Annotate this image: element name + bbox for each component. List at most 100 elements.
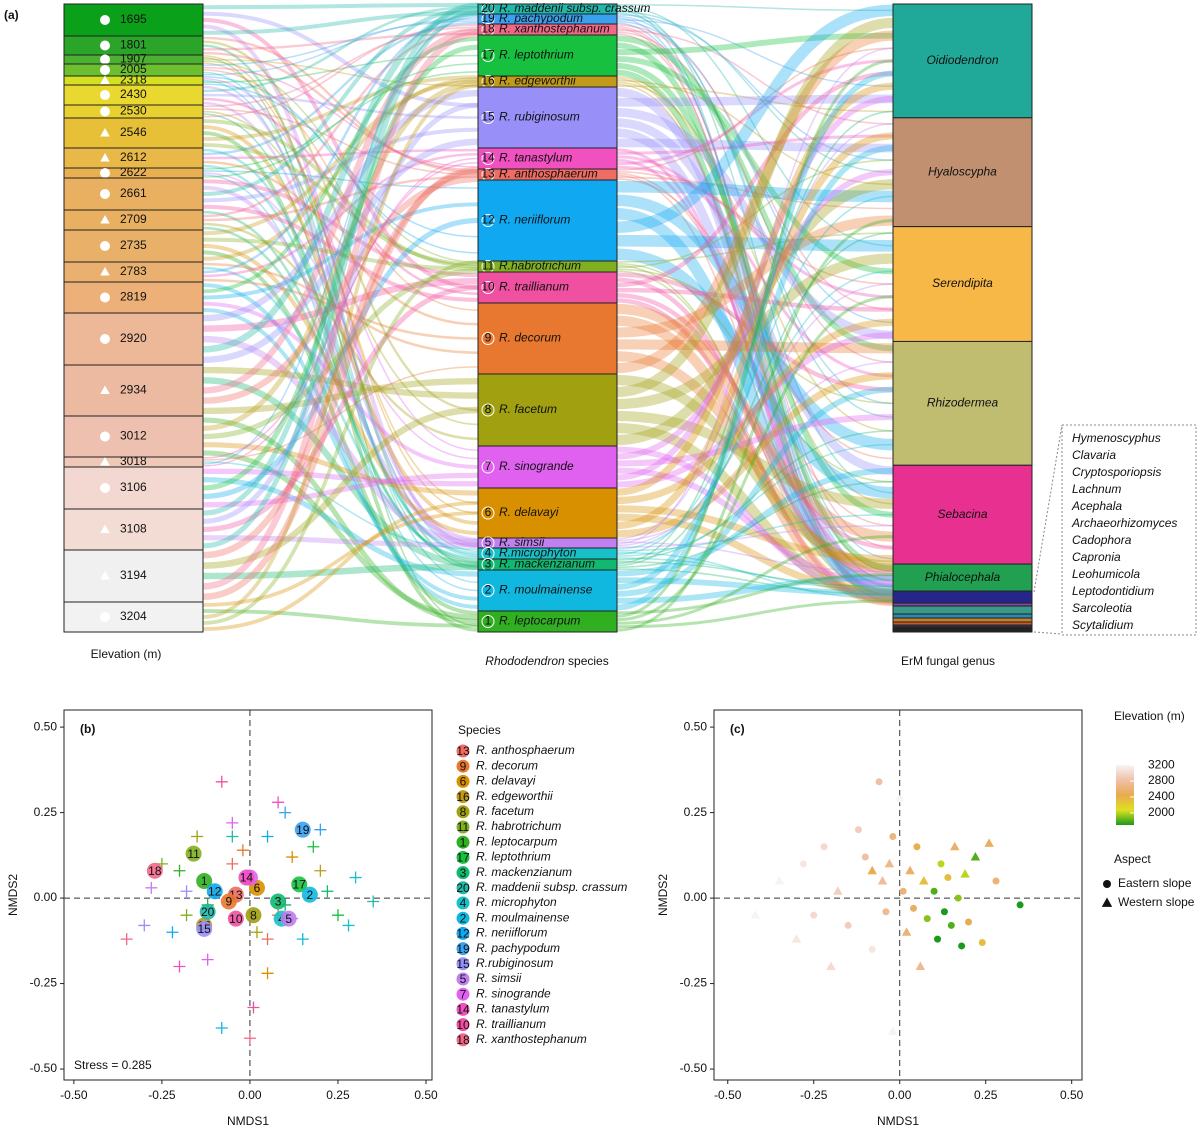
flow bbox=[202, 85, 479, 541]
flow bbox=[202, 32, 479, 51]
genus-label: Serendipita bbox=[932, 276, 993, 290]
x-tick-label: 0.00 bbox=[238, 1088, 262, 1102]
flow bbox=[615, 47, 894, 171]
elevation-label: 1907 bbox=[120, 52, 147, 66]
legend-label: R. maddenii subsp. crassum bbox=[476, 880, 627, 894]
centroid-number: 11 bbox=[187, 847, 200, 861]
species-label: R. maddenii subsp. crassum bbox=[499, 1, 650, 15]
legend-marker bbox=[456, 820, 470, 834]
cross-point bbox=[226, 816, 239, 829]
flow bbox=[615, 30, 894, 374]
flow bbox=[615, 118, 894, 476]
legend-label: R. mackenzianum bbox=[476, 865, 572, 879]
flow bbox=[202, 7, 479, 353]
flow bbox=[202, 511, 479, 607]
flow bbox=[615, 15, 894, 405]
elevation-label: 2530 bbox=[120, 104, 147, 118]
flow bbox=[202, 125, 479, 525]
layer: (a) 1695180119072005231824302530254626122… bbox=[4, 1, 1195, 1128]
species-number: 17 bbox=[481, 48, 495, 62]
legend-marker bbox=[456, 896, 470, 910]
species-label: R. tanastylum bbox=[499, 151, 572, 165]
legend-label: R. xanthostephanum bbox=[476, 1032, 587, 1046]
flow bbox=[615, 272, 894, 392]
node bbox=[477, 373, 618, 447]
cross-point bbox=[138, 919, 151, 932]
flow bbox=[615, 541, 894, 573]
species-label: R. xanthostephanum bbox=[499, 22, 610, 36]
species-number: 11 bbox=[482, 259, 495, 273]
node bbox=[892, 630, 1033, 633]
legend-number: 19 bbox=[456, 942, 470, 956]
flow bbox=[202, 97, 479, 295]
column-title: Rhododendron species bbox=[485, 654, 608, 668]
flow bbox=[202, 127, 479, 203]
cross-point bbox=[314, 823, 327, 836]
flow bbox=[615, 568, 894, 596]
flow bbox=[202, 131, 479, 632]
centroid-number: 12 bbox=[208, 884, 222, 898]
flows bbox=[202, 2, 894, 632]
cross-point bbox=[215, 1022, 228, 1035]
point bbox=[919, 875, 929, 885]
cross-point bbox=[226, 857, 239, 870]
flow bbox=[615, 81, 894, 432]
point bbox=[909, 904, 917, 912]
genus-label: Phialocephala bbox=[925, 570, 1001, 584]
flow bbox=[615, 14, 894, 161]
flow bbox=[202, 174, 479, 592]
flow bbox=[615, 179, 894, 446]
point bbox=[899, 887, 907, 895]
flow bbox=[615, 7, 894, 494]
y-tick-label: 0.50 bbox=[684, 719, 708, 733]
point bbox=[923, 915, 931, 923]
centroid bbox=[227, 910, 244, 927]
flow bbox=[615, 374, 894, 571]
cross-point bbox=[236, 844, 249, 857]
species-number: 14 bbox=[481, 151, 495, 165]
flow bbox=[202, 166, 479, 601]
flow bbox=[615, 410, 894, 509]
x-tick-label: -0.50 bbox=[60, 1088, 88, 1102]
flow bbox=[202, 108, 479, 176]
centroid bbox=[146, 862, 163, 879]
flow bbox=[615, 9, 894, 597]
flow bbox=[202, 93, 479, 119]
flow bbox=[202, 44, 479, 568]
flow bbox=[615, 17, 894, 398]
centroid-number: 9 bbox=[225, 895, 232, 909]
legend-marker bbox=[456, 972, 470, 986]
flow bbox=[615, 318, 894, 505]
flow bbox=[615, 25, 894, 549]
legend-number: 17 bbox=[456, 851, 470, 865]
plot-frame bbox=[713, 709, 1083, 1081]
point bbox=[992, 877, 1000, 885]
flow bbox=[202, 28, 479, 218]
node bbox=[892, 613, 1033, 619]
point bbox=[774, 875, 785, 885]
point bbox=[844, 921, 852, 929]
flow bbox=[615, 128, 894, 598]
x-tick-label: -0.25 bbox=[800, 1088, 828, 1102]
node bbox=[892, 464, 1033, 565]
flow bbox=[615, 262, 894, 483]
cross-point bbox=[173, 960, 186, 973]
node bbox=[892, 3, 1033, 119]
legend-number: 20 bbox=[456, 881, 470, 895]
x-tick-label: 0.50 bbox=[1060, 1088, 1084, 1102]
flow bbox=[615, 270, 894, 582]
point bbox=[915, 961, 926, 970]
flow bbox=[202, 11, 479, 108]
centroid bbox=[196, 872, 213, 889]
legend-number: 12 bbox=[456, 927, 470, 941]
flow bbox=[202, 119, 479, 269]
point bbox=[949, 841, 960, 851]
aspect-marker bbox=[100, 267, 110, 276]
flow bbox=[202, 30, 479, 590]
flow bbox=[615, 505, 894, 563]
genus-label: Rhizodermea bbox=[927, 396, 999, 410]
point bbox=[799, 860, 807, 868]
y-axis-label: NMDS2 bbox=[6, 874, 20, 916]
flow bbox=[202, 101, 479, 549]
